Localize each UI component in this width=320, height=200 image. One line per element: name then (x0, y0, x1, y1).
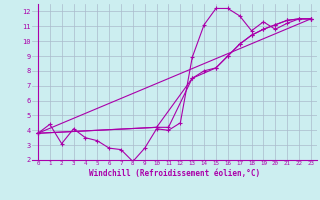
X-axis label: Windchill (Refroidissement éolien,°C): Windchill (Refroidissement éolien,°C) (89, 169, 260, 178)
